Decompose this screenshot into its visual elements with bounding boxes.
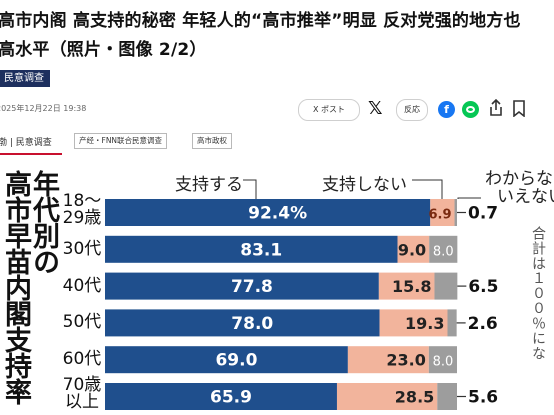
bookmark-icon[interactable] [513,100,525,121]
bar-unknown-row-1 [454,199,457,226]
bar-unknown-row-2 [429,235,458,263]
react-label: 反応 [404,105,420,114]
tag-takaichi-government[interactable]: 高市政权 [192,133,232,149]
react-button[interactable]: 反応 [396,99,428,121]
bar-oppose-row-1 [430,199,455,226]
legend-support: 支持する [175,175,243,195]
chart-title-sub: 年代別の [28,170,59,274]
value-label-oppose-row-5: 23.0 [386,351,425,370]
category-badge-label: 民意调查 [4,73,44,84]
value-label-unknown-row-4: 2.6 [468,314,498,334]
category-label-row-5: 60代 [60,351,104,368]
bar-unknown-row-6 [437,383,457,410]
bar-unknown-row-3 [434,272,458,300]
share-icon[interactable] [489,98,503,121]
bar-support-row-1 [105,199,431,226]
headline-line-1: 高市内阁 高支持的秘密 年轻人的“高市推举”明显 反对党强的地方也 [0,11,521,31]
category-label-line: 50代 [62,312,102,333]
legend-unknown-line-2: いえない [497,187,554,207]
bar-support-row-5 [105,346,348,374]
value-label-unknown-row-2: 8.0 [433,244,454,259]
value-label-unknown-row-3: 6.5 [468,277,498,297]
publish-date: 2025年12月22日 19:38 [0,104,87,113]
facebook-icon[interactable]: f [438,101,455,118]
value-label-oppose-row-2: 9.0 [398,240,426,259]
tag-sankei-fnn-poll[interactable]: 产经・FNN联合民意调查 [74,133,168,149]
category-label-line: 30代 [62,238,102,259]
category-label-row-6: 70歳 以上 [60,377,104,411]
value-label-support-row-5: 69.0 [215,351,257,371]
value-label-oppose-row-6: 28.5 [395,388,434,407]
legend-oppose-connector [412,179,443,199]
bar-unknown-row-5 [428,346,457,374]
bar-oppose-row-5 [347,346,429,374]
legend-unknown-connector [457,197,481,199]
value-label-support-row-2: 83.1 [240,240,282,260]
category-label-row-1: 18～ 29歳 [60,193,104,227]
legend-support-connector [243,179,257,199]
active-tab-underline [0,153,62,155]
value-label-support-row-3: 77.8 [231,277,273,297]
category-label-line: 70歳 [62,375,102,395]
category-badge[interactable]: 民意调查 [0,70,50,87]
value-label-oppose-row-3: 15.8 [392,277,431,296]
category-label-line: 以上 [65,392,99,412]
category-label-row-3: 40代 [60,275,104,296]
bar-oppose-row-6 [336,383,438,410]
value-label-support-row-1: 92.4% [248,204,307,224]
bar-oppose-row-4 [379,309,448,337]
bar-oppose-row-3 [378,272,435,300]
bar-support-row-3 [105,272,379,300]
value-label-support-row-6: 65.9 [210,388,252,408]
category-label-row-2: 30代 [60,238,104,259]
category-label-row-4: 50代 [60,314,104,331]
bar-unknown-row-4 [447,309,457,337]
value-label-unknown-row-6: 5.6 [468,388,498,408]
section-tag[interactable]: 渤 | 民意调查 [0,138,52,148]
bar-support-row-2 [105,235,398,263]
category-label-line: 18～ [62,191,102,211]
total-note: 合計は１００％にな [530,226,546,361]
headline-line-2: 高水平（照片・图像 2/2） [0,40,207,60]
category-label-line: 29歳 [62,208,102,228]
bar-oppose-row-2 [397,235,430,263]
bar-support-row-6 [105,383,337,410]
value-label-support-row-4: 78.0 [231,314,273,334]
x-icon[interactable]: 𝕏 [368,98,383,119]
category-label-line: 40代 [62,275,102,296]
x-post-button[interactable]: X ポスト [298,99,360,121]
value-label-oppose-row-1: 6.9 [429,208,452,223]
legend-oppose: 支持しない [322,175,407,195]
line-icon[interactable] [462,101,479,118]
value-label-unknown-row-5: 8.0 [433,355,454,370]
value-label-unknown-row-1: 0.7 [468,204,498,224]
value-label-oppose-row-4: 19.3 [405,314,444,333]
chart-title-main: 高市早苗内閣支持率 [0,170,31,404]
category-label-line: 60代 [62,349,102,370]
bar-support-row-4 [105,309,380,337]
x-post-label: X ポスト [312,105,346,114]
